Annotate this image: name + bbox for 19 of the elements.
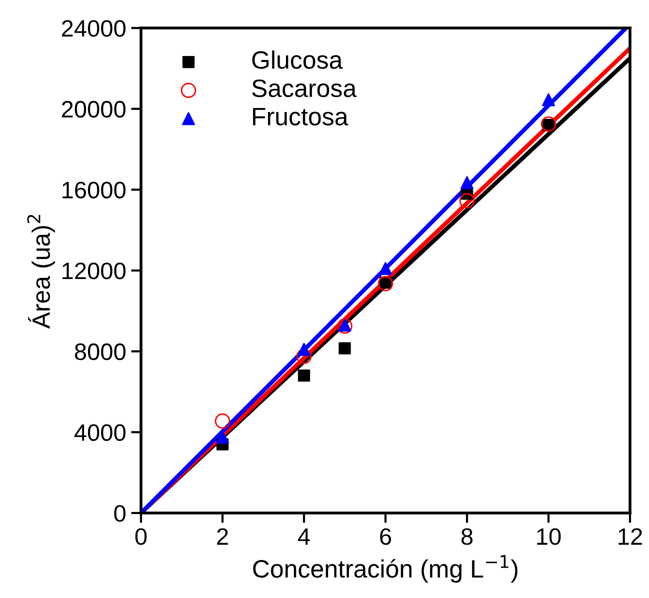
y-tick-label: 20000 bbox=[62, 100, 126, 118]
y-tick-label: 12000 bbox=[62, 262, 126, 280]
x-tick-label: 12 bbox=[618, 528, 642, 545]
y-tick-label: 16000 bbox=[62, 182, 126, 198]
x-tick-label: 8 bbox=[461, 528, 473, 545]
y-tick-label: 4000 bbox=[74, 424, 126, 441]
x-tick-label: 6 bbox=[380, 528, 392, 545]
legend-label: Glucosa bbox=[252, 50, 343, 69]
x-tick-label: 4 bbox=[298, 528, 310, 545]
legend-label: Fructosa bbox=[253, 108, 348, 126]
y-tick-label: 0 bbox=[114, 505, 126, 522]
y-tick-label: 8000 bbox=[74, 343, 126, 360]
y-tick-label: 24000 bbox=[62, 20, 126, 37]
x-tick-label: 10 bbox=[537, 528, 561, 545]
y-axis-title: Área (ua)$^{2}$ bbox=[27, 214, 55, 329]
x-axis-title: Concentración (mg L$^{−1}$) bbox=[253, 555, 518, 583]
x-tick-label: 2 bbox=[217, 528, 228, 545]
legend-label: Sacarosa bbox=[252, 79, 357, 98]
x-tick-label: 0 bbox=[135, 528, 147, 545]
